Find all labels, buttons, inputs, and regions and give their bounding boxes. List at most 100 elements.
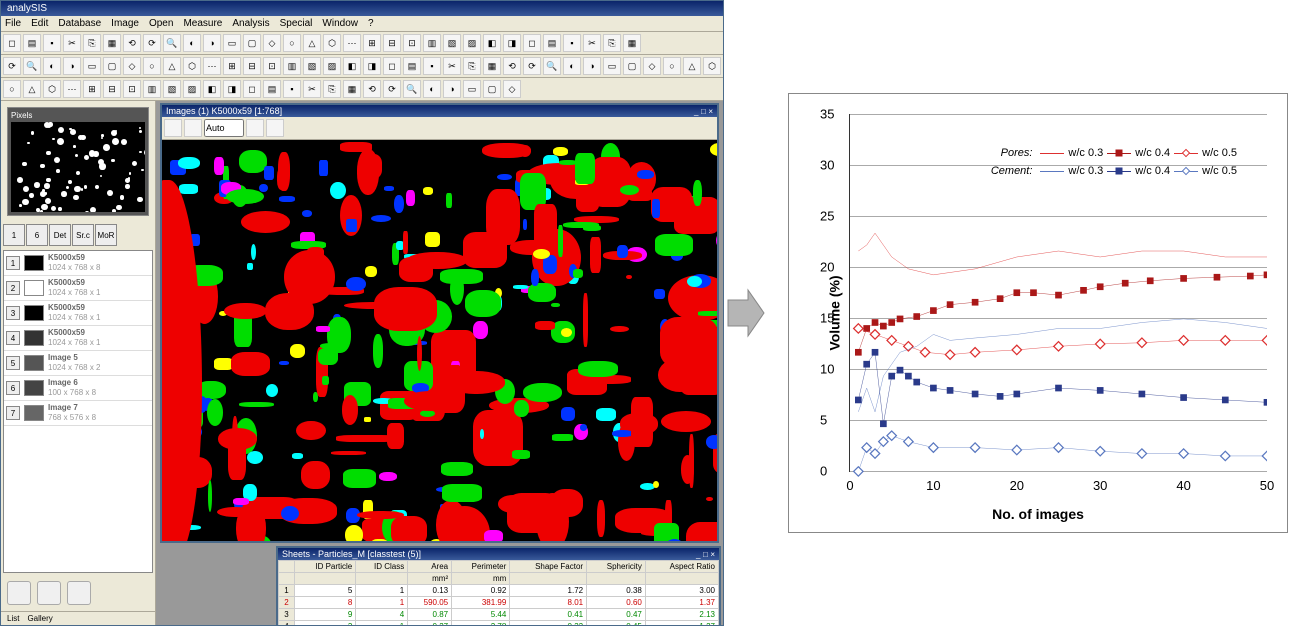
toolbar-btn[interactable]: ▪ xyxy=(563,34,581,52)
toolbar-btn[interactable]: ⬡ xyxy=(43,80,61,98)
toolbar-btn[interactable]: ▥ xyxy=(423,34,441,52)
toolbar-btn[interactable]: ▦ xyxy=(103,34,121,52)
toolbar-btn[interactable]: ○ xyxy=(283,34,301,52)
toolbar-btn[interactable]: ▤ xyxy=(23,34,41,52)
layer-tab[interactable]: 1 xyxy=(3,224,25,246)
menu-special[interactable]: Special xyxy=(280,18,313,29)
tab-list[interactable]: List xyxy=(7,614,19,623)
toolbar-btn[interactable]: ◐ xyxy=(183,34,201,52)
image-list-item[interactable]: 4K5000x591024 x 768 x 1 xyxy=(4,326,152,351)
toolbar-btn[interactable]: ▥ xyxy=(283,57,301,75)
table-header[interactable]: Area xyxy=(408,561,452,573)
toolbar-btn[interactable]: ⎘ xyxy=(463,57,481,75)
toolbar-btn[interactable]: ○ xyxy=(663,57,681,75)
preview-image[interactable] xyxy=(11,122,145,212)
toolbar-btn[interactable]: ▪ xyxy=(283,80,301,98)
toolbar-btn[interactable]: ◑ xyxy=(583,57,601,75)
tool-btn-c[interactable] xyxy=(67,581,91,605)
table-row[interactable]: 3940.875.440.410.472.13 xyxy=(279,609,719,621)
toolbar-btn[interactable]: ▭ xyxy=(223,34,241,52)
table-header[interactable]: Shape Factor xyxy=(510,561,587,573)
toolbar-btn[interactable]: ⎘ xyxy=(83,34,101,52)
tool-btn-b[interactable] xyxy=(37,581,61,605)
toolbar-btn[interactable]: ▤ xyxy=(403,57,421,75)
toolbar-btn[interactable]: ▨ xyxy=(323,57,341,75)
toolbar-btn[interactable]: ◇ xyxy=(263,34,281,52)
menu-database[interactable]: Database xyxy=(58,18,101,29)
table-row[interactable]: 281590.05381.998.010.601.37 xyxy=(279,597,719,609)
toolbar-btn[interactable]: ◻ xyxy=(243,80,261,98)
toolbar-btn[interactable]: ⟲ xyxy=(503,57,521,75)
toolbar-btn[interactable]: ◧ xyxy=(483,34,501,52)
tbl-close-icon[interactable]: × xyxy=(710,550,715,559)
layer-tab[interactable]: 6 xyxy=(26,224,48,246)
menu-measure[interactable]: Measure xyxy=(183,18,222,29)
maximize-icon[interactable]: □ xyxy=(701,107,706,116)
toolbar-btn[interactable]: ◇ xyxy=(503,80,521,98)
zoom-input[interactable] xyxy=(204,119,244,137)
table-header[interactable]: ID Class xyxy=(356,561,408,573)
toolbar-btn[interactable]: 🔍 xyxy=(543,57,561,75)
toolbar-btn[interactable]: ◑ xyxy=(63,57,81,75)
toolbar-btn[interactable]: ◐ xyxy=(423,80,441,98)
toolbar-btn[interactable]: ▦ xyxy=(343,80,361,98)
particles-table[interactable]: ID ParticleID ClassAreaPerimeterShape Fa… xyxy=(278,560,719,625)
toolbar-btn[interactable]: ✂ xyxy=(443,57,461,75)
toolbar-btn[interactable]: ⊟ xyxy=(243,57,261,75)
image-list-item[interactable]: 1K5000x591024 x 768 x 8 xyxy=(4,251,152,276)
toolbar-btn[interactable]: ▧ xyxy=(443,34,461,52)
toolbar-btn[interactable]: ⊟ xyxy=(103,80,121,98)
toolbar-btn[interactable]: ▨ xyxy=(183,80,201,98)
toolbar-btn[interactable]: ⟳ xyxy=(383,80,401,98)
toolbar-btn[interactable]: ◇ xyxy=(123,57,141,75)
toolbar-btn[interactable]: ◻ xyxy=(383,57,401,75)
table-header[interactable]: Aspect Ratio xyxy=(645,561,718,573)
toolbar-btn[interactable]: ⟳ xyxy=(143,34,161,52)
menu-open[interactable]: Open xyxy=(149,18,173,29)
toolbar-btn[interactable]: ⊞ xyxy=(363,34,381,52)
toolbar-btn[interactable]: ○ xyxy=(143,57,161,75)
menu-?[interactable]: ? xyxy=(368,18,374,29)
toolbar-btn[interactable]: ⬡ xyxy=(703,57,721,75)
img-tool-4[interactable] xyxy=(266,119,284,137)
toolbar-btn[interactable]: △ xyxy=(683,57,701,75)
toolbar-btn[interactable]: ⊞ xyxy=(83,80,101,98)
image-list-item[interactable]: 6Image 6100 x 768 x 8 xyxy=(4,376,152,401)
toolbar-btn[interactable]: △ xyxy=(303,34,321,52)
toolbar-btn[interactable]: ▭ xyxy=(83,57,101,75)
toolbar-btn[interactable]: ◑ xyxy=(443,80,461,98)
tbl-max-icon[interactable]: □ xyxy=(703,550,708,559)
toolbar-btn[interactable]: ⎘ xyxy=(323,80,341,98)
img-tool-2[interactable] xyxy=(184,119,202,137)
toolbar-btn[interactable]: ⊡ xyxy=(403,34,421,52)
toolbar-btn[interactable]: ▨ xyxy=(463,34,481,52)
image-list-item[interactable]: 2K5000x591024 x 768 x 1 xyxy=(4,276,152,301)
toolbar-btn[interactable]: 🔍 xyxy=(403,80,421,98)
table-header[interactable] xyxy=(279,561,295,573)
toolbar-btn[interactable]: ▭ xyxy=(463,80,481,98)
menu-window[interactable]: Window xyxy=(322,18,358,29)
toolbar-btn[interactable]: ⬡ xyxy=(183,57,201,75)
layer-tab[interactable]: MoR xyxy=(95,224,117,246)
toolbar-btn[interactable]: ◐ xyxy=(563,57,581,75)
layer-tab[interactable]: Det xyxy=(49,224,71,246)
layer-tab[interactable]: Sr.c xyxy=(72,224,94,246)
tool-btn-a[interactable] xyxy=(7,581,31,605)
menu-edit[interactable]: Edit xyxy=(31,18,48,29)
toolbar-btn[interactable]: ⊞ xyxy=(223,57,241,75)
toolbar-btn[interactable]: ⟳ xyxy=(523,57,541,75)
toolbar-btn[interactable]: ◧ xyxy=(343,57,361,75)
img-tool-1[interactable] xyxy=(164,119,182,137)
menu-analysis[interactable]: Analysis xyxy=(232,18,269,29)
toolbar-btn[interactable]: ⬡ xyxy=(323,34,341,52)
image-list-item[interactable]: 7Image 7768 x 576 x 8 xyxy=(4,401,152,426)
toolbar-btn[interactable]: ✂ xyxy=(63,34,81,52)
toolbar-btn[interactable]: ✂ xyxy=(303,80,321,98)
toolbar-btn[interactable]: ▢ xyxy=(243,34,261,52)
toolbar-btn[interactable]: ◧ xyxy=(203,80,221,98)
toolbar-btn[interactable]: ◻ xyxy=(523,34,541,52)
toolbar-btn[interactable]: ▤ xyxy=(543,34,561,52)
toolbar-btn[interactable]: ⋯ xyxy=(203,57,221,75)
toolbar-btn[interactable]: ▦ xyxy=(623,34,641,52)
menu-file[interactable]: File xyxy=(5,18,21,29)
